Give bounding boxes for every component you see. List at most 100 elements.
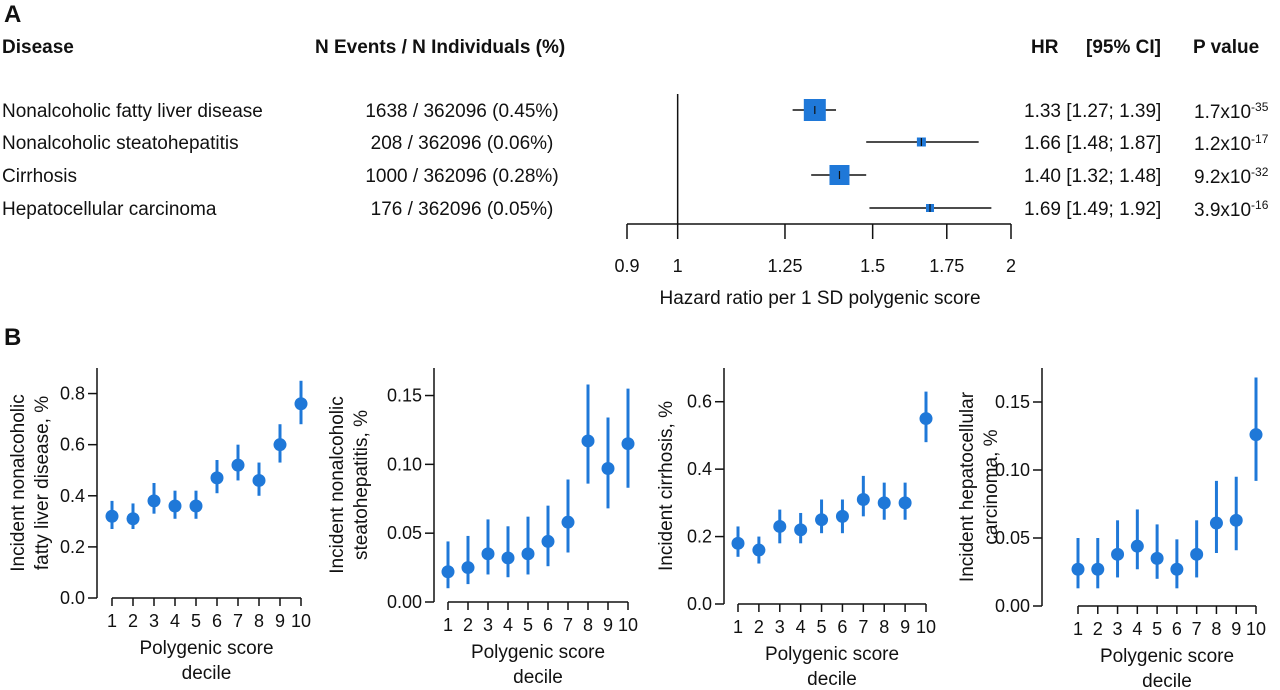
data-point: [105, 509, 119, 523]
y-tick-label: 0.00: [995, 596, 1030, 616]
header-hr: HR: [1031, 37, 1059, 58]
p-value-text: 9.2x10-32: [1194, 165, 1269, 188]
panel-label-a: A: [4, 1, 21, 28]
x-tick-label: 4: [170, 611, 180, 631]
x-tick-label: 10: [618, 615, 638, 635]
data-point: [1229, 513, 1243, 527]
header-events: N Events / N Individuals (%): [315, 37, 565, 58]
data-point: [794, 523, 808, 537]
x-axis-label: decile: [182, 663, 232, 684]
y-tick-label: 0.4: [60, 486, 85, 506]
hr-ci-text: 1.40 [1.32; 1.48]: [1024, 166, 1161, 187]
data-point: [210, 471, 224, 485]
data-point: [1111, 547, 1125, 561]
header-ci: [95% CI]: [1086, 37, 1161, 58]
x-tick-label: 10: [1246, 619, 1266, 639]
data-point: [168, 499, 182, 513]
p-value-mantissa: 1.2x10: [1194, 134, 1251, 155]
x-axis-label: decile: [1142, 671, 1192, 690]
data-point: [147, 494, 161, 508]
disease-label: Nonalcoholic steatohepatitis: [2, 133, 239, 154]
x-axis-label: decile: [807, 669, 857, 690]
data-point: [1190, 547, 1204, 561]
x-tick-label: 9: [603, 615, 613, 635]
decile-chart: 0.0 0.2 0.4 0.6 0.8 1 2 3 4 5 6 7 8 9 10 Polygenic scor…: [8, 368, 311, 684]
p-value-mantissa: 9.2x10: [1194, 167, 1251, 188]
data-point: [561, 515, 575, 529]
data-point: [252, 473, 266, 487]
data-point: [481, 547, 495, 561]
x-tick-label: 4: [1132, 619, 1142, 639]
x-tick-label: 6: [212, 611, 222, 631]
data-point: [856, 492, 870, 506]
y-axis-label: fatty liver disease, %: [32, 396, 53, 570]
y-tick-label: 0.4: [687, 459, 712, 479]
y-axis-label: carcinoma, %: [981, 429, 1002, 544]
data-point: [835, 509, 849, 523]
x-tick-label: 9: [275, 611, 285, 631]
data-point: [1071, 562, 1085, 576]
data-point: [294, 397, 308, 411]
forest-xaxis-label: Hazard ratio per 1 SD polygenic score: [659, 288, 980, 309]
data-point: [877, 496, 891, 510]
y-axis-label: Incident nonalcoholic: [8, 394, 29, 571]
data-point: [541, 534, 555, 548]
data-point: [919, 412, 933, 426]
data-point: [815, 513, 829, 527]
y-axis-label: Incident nonalcoholic: [327, 396, 348, 573]
y-tick-label: 0.6: [687, 392, 712, 412]
x-tick-label: 1: [443, 615, 453, 635]
p-value-mantissa: 1.7x10: [1194, 102, 1251, 123]
x-tick-label: 2: [754, 617, 764, 637]
x-tick-label: 3: [1113, 619, 1123, 639]
y-tick-label: 0.6: [60, 435, 85, 455]
x-tick-label: 5: [523, 615, 533, 635]
x-tick-label: 1: [107, 611, 117, 631]
forest-row: Cirrhosis 1000 / 362096 (0.28%) 1.40 [1.32…: [2, 165, 1269, 188]
p-value-mantissa: 3.9x10: [1194, 200, 1251, 221]
x-tick-label: 6: [837, 617, 847, 637]
x-tick-label: 8: [879, 617, 889, 637]
data-point: [1130, 539, 1144, 553]
x-tick-label: 10: [291, 611, 311, 631]
x-tick-label: 2: [1093, 619, 1103, 639]
data-point: [521, 547, 535, 561]
forest-x-tick-label: 1: [673, 256, 683, 276]
x-axis-label: decile: [513, 667, 563, 688]
data-point: [731, 536, 745, 550]
p-value-exponent: -16: [1251, 198, 1269, 212]
p-value-text: 1.7x10-35: [1194, 100, 1269, 123]
x-tick-label: 7: [563, 615, 573, 635]
data-point: [501, 551, 515, 565]
y-tick-label: 0.05: [995, 528, 1030, 548]
x-tick-label: 5: [191, 611, 201, 631]
disease-label: Cirrhosis: [2, 166, 77, 187]
decile-chart: 0.0 0.2 0.4 0.6 1 2 3 4 5 6 7 8 9 10 Polygenic score de…: [656, 368, 936, 690]
header-pvalue: P value: [1193, 37, 1259, 58]
forest-row: Nonalcoholic steatohepatitis 208 / 362096…: [2, 132, 1269, 155]
x-tick-label: 8: [1211, 619, 1221, 639]
y-tick-label: 0.2: [687, 527, 712, 547]
x-tick-label: 6: [1172, 619, 1182, 639]
y-tick-label: 0.0: [60, 588, 85, 608]
x-tick-label: 8: [254, 611, 264, 631]
y-tick-label: 0.8: [60, 384, 85, 404]
y-tick-label: 0.05: [387, 523, 422, 543]
x-tick-label: 7: [1192, 619, 1202, 639]
x-tick-label: 10: [916, 617, 936, 637]
y-tick-label: 0.0: [687, 594, 712, 614]
x-tick-label: 6: [543, 615, 553, 635]
y-tick-label: 0.00: [387, 592, 422, 612]
x-tick-label: 3: [775, 617, 785, 637]
forest-x-tick-label: 1.25: [767, 256, 802, 276]
y-axis-label: Incident hepatocellular: [957, 391, 978, 582]
data-point: [1150, 551, 1164, 565]
data-point: [461, 561, 475, 575]
forest-row: Nonalcoholic fatty liver disease 1638 / 3…: [2, 99, 1269, 123]
y-tick-label: 0.10: [387, 454, 422, 474]
data-point: [1249, 428, 1263, 442]
data-point: [1170, 562, 1184, 576]
events-label: 208 / 362096 (0.06%): [371, 133, 554, 154]
x-tick-label: 3: [483, 615, 493, 635]
